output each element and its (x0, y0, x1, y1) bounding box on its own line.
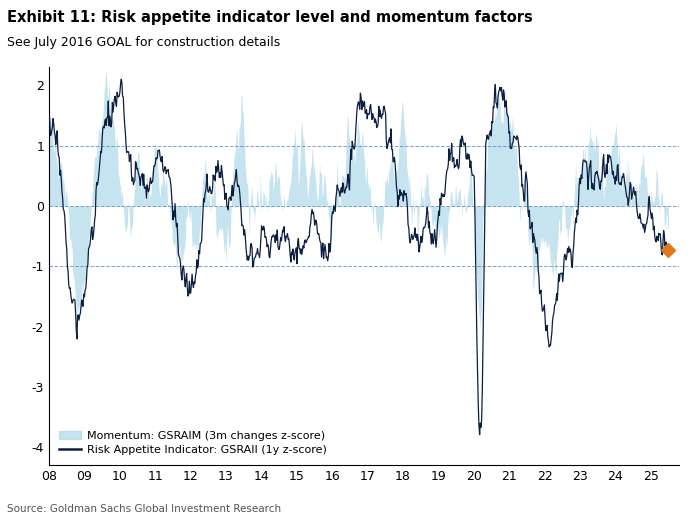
Legend: Momentum: GSRAIM (3m changes z-score), Risk Appetite Indicator: GSRAII (1y z-sco: Momentum: GSRAIM (3m changes z-score), R… (55, 427, 331, 460)
Text: See July 2016 GOAL for construction details: See July 2016 GOAL for construction deta… (7, 36, 280, 49)
Text: Source: Goldman Sachs Global Investment Research: Source: Goldman Sachs Global Investment … (7, 505, 281, 514)
Text: Exhibit 11: Risk appetite indicator level and momentum factors: Exhibit 11: Risk appetite indicator leve… (7, 10, 533, 25)
